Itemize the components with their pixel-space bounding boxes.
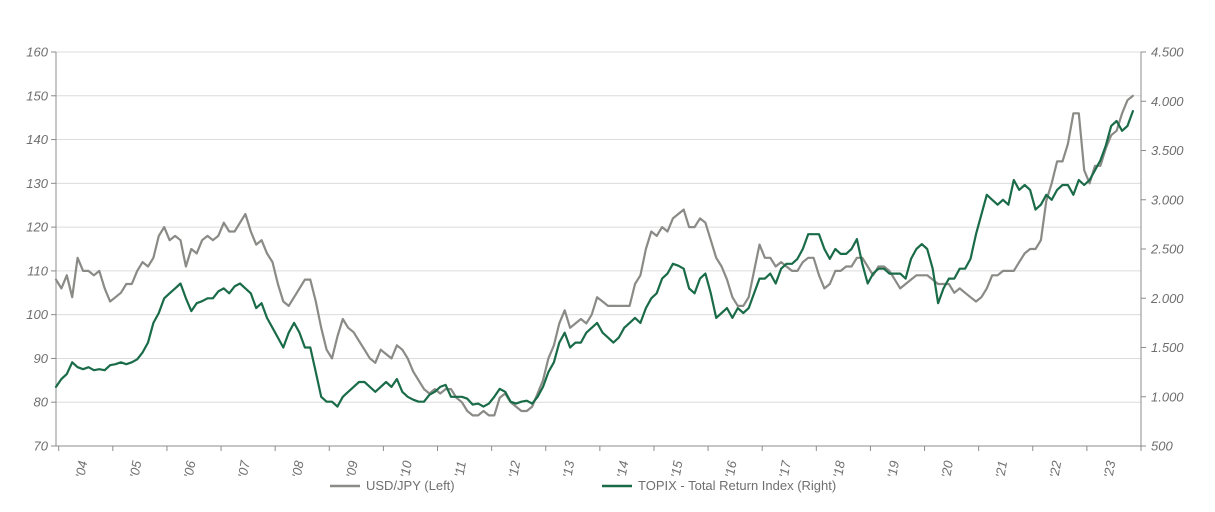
y-right-tick-label: 2.500: [1150, 242, 1184, 257]
x-tick-label: '06: [181, 459, 199, 479]
x-tick-label: '05: [127, 459, 145, 479]
x-tick-label: '19: [884, 460, 902, 479]
x-tick-label: '17: [776, 459, 794, 479]
x-tick-label: '22: [1047, 459, 1065, 479]
y-left-tick-label: 90: [34, 351, 49, 366]
series-line-topix: [54, 109, 1135, 408]
x-tick-label: '16: [722, 459, 740, 479]
x-tick-label: '23: [1101, 459, 1119, 479]
y-right-tick-label: 2.000: [1150, 291, 1184, 306]
y-right-tick-label: 3.500: [1151, 143, 1184, 158]
x-tick-label: '12: [505, 459, 523, 479]
x-tick-label: '15: [668, 459, 686, 479]
axes: 70 80 90 100 110 120 130 140 150 160 500 1.000 1.500…: [26, 45, 1184, 479]
y-right-tick-label: 3.000: [1151, 192, 1184, 207]
legend-label: TOPIX - Total Return Index (Right): [638, 478, 836, 493]
x-tick-label: '10: [397, 459, 415, 479]
y-left-tick-label: 70: [34, 439, 49, 454]
x-tick-label: '08: [289, 459, 307, 479]
y-left-tick-label: 140: [26, 132, 48, 147]
series-line-usdjpy: [54, 94, 1135, 417]
x-tick-label: '09: [343, 460, 361, 479]
y-right-tick-label: 500: [1151, 439, 1173, 454]
x-tick-label: '21: [992, 460, 1010, 479]
y-left-tick-label: 150: [26, 88, 48, 103]
y-left-tick-label: 160: [26, 45, 48, 60]
y-right-tick-label: 4.000: [1151, 94, 1184, 109]
y-left-tick-label: 120: [26, 220, 48, 235]
x-tick-label: '14: [614, 460, 632, 479]
y-right-tick-label: 4.500: [1151, 45, 1184, 60]
x-tick-label: '18: [830, 459, 848, 479]
y-right-tick-label: 1.500: [1151, 340, 1184, 355]
series-lines: [54, 94, 1135, 417]
x-tick-label: '07: [235, 459, 253, 479]
y-right-tick-label: 1.000: [1151, 389, 1184, 404]
x-tick-label: '11: [451, 460, 469, 478]
y-left-tick-label: 130: [26, 176, 48, 191]
legend-label: USD/JPY (Left): [366, 478, 455, 493]
legend: USD/JPY (Left) TOPIX - Total Return Index…: [330, 478, 836, 493]
y-left-tick-label: 110: [27, 263, 48, 278]
y-left-tick-label: 100: [26, 307, 48, 322]
y-left-tick-label: 80: [34, 395, 49, 410]
x-tick-label: '04: [72, 460, 90, 479]
x-tick-label: '20: [938, 459, 956, 479]
x-tick-label: '13: [560, 459, 578, 479]
